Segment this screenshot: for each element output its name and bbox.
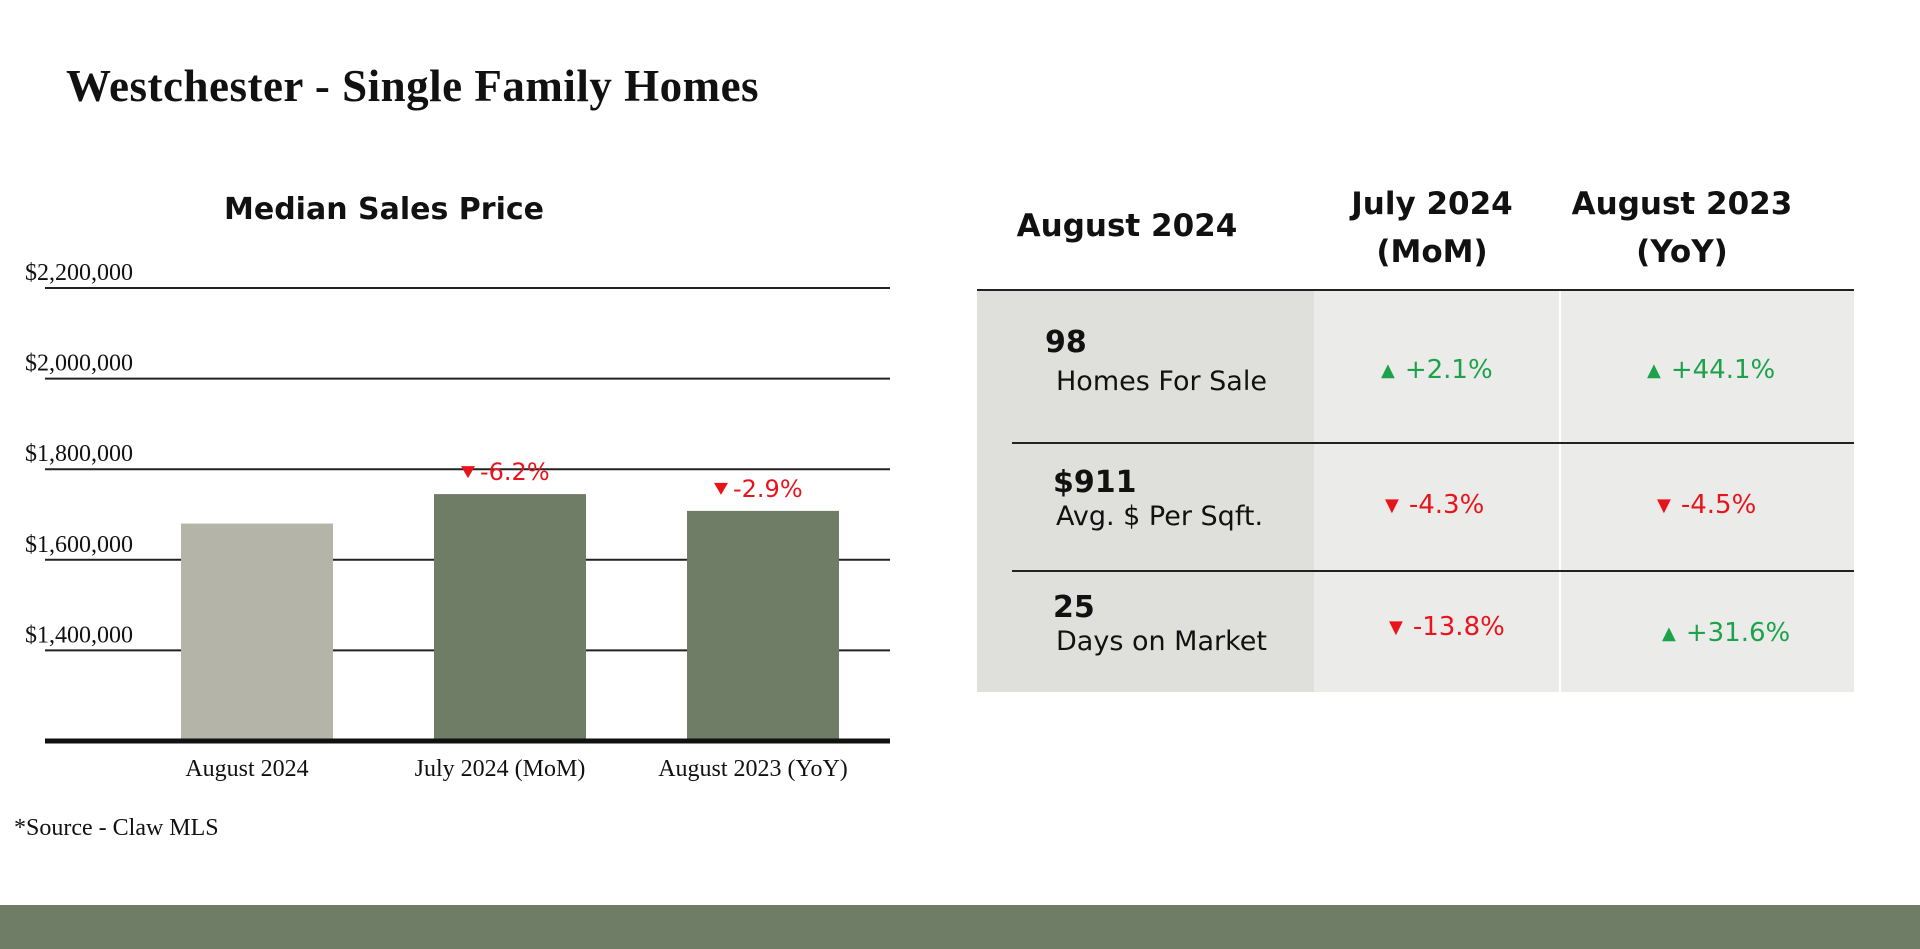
y-tick-label: $1,800,000 bbox=[25, 441, 133, 467]
table-row-rule bbox=[1012, 442, 1854, 444]
change-text: -4.5% bbox=[1680, 490, 1757, 520]
x-tick-label: August 2023 (YoY) bbox=[658, 756, 848, 782]
triangle-down-icon bbox=[714, 482, 728, 495]
chart-title: Median Sales Price bbox=[224, 192, 544, 227]
data-label: -2.9% bbox=[714, 475, 803, 503]
source-note: *Source - Claw MLS bbox=[14, 815, 219, 841]
median-sales-price-chart: $1,400,000 $1,600,000 $1,800,000 $2,000,000… bbox=[25, 260, 890, 782]
y-tick-label: $1,400,000 bbox=[25, 622, 133, 648]
triangle-down-icon bbox=[461, 466, 475, 479]
x-tick-label: July 2024 (MoM) bbox=[415, 756, 586, 782]
x-tick-label: August 2024 bbox=[185, 756, 308, 782]
table-row-mom-change: ▼ -4.3% bbox=[1385, 490, 1484, 520]
table-row-value: 25 bbox=[1053, 590, 1095, 625]
table-header-current: August 2024 bbox=[1016, 208, 1238, 244]
triangle-down-icon: ▼ bbox=[1389, 617, 1403, 638]
y-tick-label: $2,200,000 bbox=[25, 260, 133, 286]
data-label: -6.2% bbox=[461, 458, 550, 486]
table-row-yoy-change: ▲ +31.6% bbox=[1662, 618, 1790, 648]
table-col-current-bg bbox=[977, 290, 1314, 692]
table-header-mom: July 2024 (MoM) bbox=[1351, 186, 1513, 270]
data-label-text: -2.9% bbox=[733, 475, 803, 503]
triangle-down-icon: ▼ bbox=[1657, 495, 1671, 516]
bar bbox=[434, 494, 586, 741]
metrics-table: August 2024 July 2024 (MoM) August 2023 … bbox=[977, 180, 1854, 692]
chart-y-ticks: $1,400,000 $1,600,000 $1,800,000 $2,000,000… bbox=[25, 260, 133, 648]
table-row-value: 98 bbox=[1045, 325, 1087, 360]
table-row-yoy-change: ▼ -4.5% bbox=[1657, 490, 1756, 520]
table-header-rule bbox=[977, 289, 1854, 291]
table-header-yoy: August 2023 (YoY) bbox=[1571, 186, 1793, 270]
table-row-label: Homes For Sale bbox=[1056, 366, 1267, 397]
chart-bars bbox=[181, 494, 839, 741]
table-row-mom-change: ▼ -13.8% bbox=[1389, 612, 1505, 642]
table-row-yoy-change: ▲ +44.1% bbox=[1647, 355, 1775, 385]
bar bbox=[687, 510, 839, 741]
table-col-mom-bg bbox=[1314, 290, 1559, 692]
table-row-mom-change: ▲ +2.1% bbox=[1381, 355, 1493, 385]
change-text: +44.1% bbox=[1670, 355, 1776, 385]
table-row-rule bbox=[1012, 570, 1854, 572]
footer-bar bbox=[0, 905, 1920, 949]
triangle-up-icon: ▲ bbox=[1662, 623, 1676, 644]
data-label-text: -6.2% bbox=[480, 458, 550, 486]
change-text: +2.1% bbox=[1404, 355, 1493, 385]
triangle-up-icon: ▲ bbox=[1647, 360, 1661, 381]
change-text: -13.8% bbox=[1412, 612, 1505, 642]
table-row-value: $911 bbox=[1053, 465, 1137, 500]
table-row-label: Avg. $ Per Sqft. bbox=[1056, 501, 1264, 532]
chart-x-labels: August 2024 July 2024 (MoM) August 2023 (Y… bbox=[185, 756, 847, 782]
y-tick-label: $1,600,000 bbox=[25, 532, 133, 558]
triangle-down-icon: ▼ bbox=[1385, 495, 1399, 516]
chart-data-labels: -6.2% -2.9% bbox=[461, 458, 803, 503]
table-col-yoy-bg bbox=[1561, 290, 1854, 692]
table-row-label: Days on Market bbox=[1056, 626, 1267, 657]
triangle-up-icon: ▲ bbox=[1381, 360, 1395, 381]
bar bbox=[181, 523, 333, 741]
y-tick-label: $2,000,000 bbox=[25, 351, 133, 377]
change-text: +31.6% bbox=[1685, 618, 1791, 648]
page-title: Westchester - Single Family Homes bbox=[66, 61, 760, 111]
change-text: -4.3% bbox=[1408, 490, 1485, 520]
